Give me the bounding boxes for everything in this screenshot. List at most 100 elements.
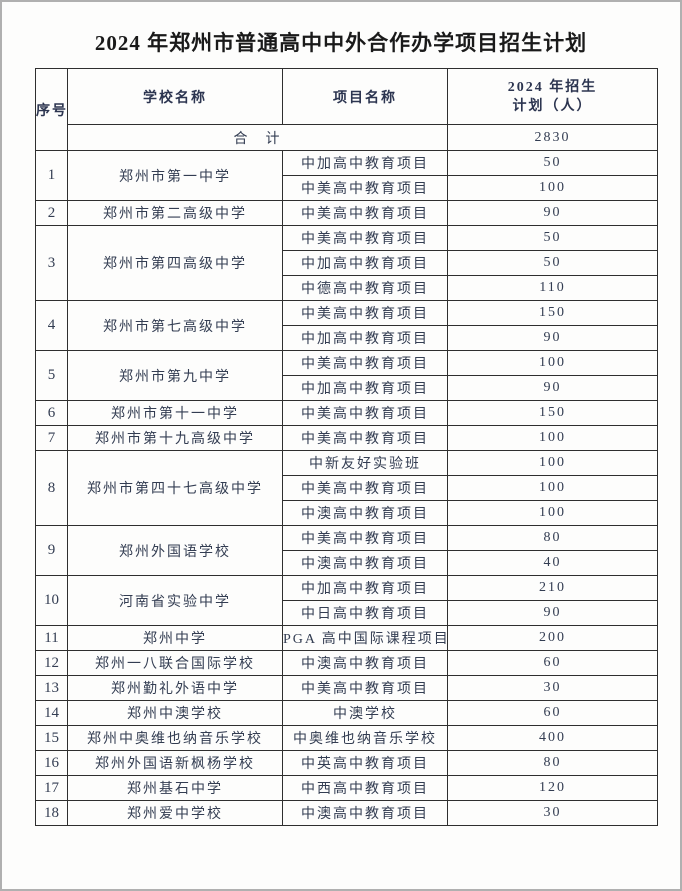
table-header-row: 序号 学校名称 项目名称 2024 年招生 计划（人） — [35, 68, 658, 151]
cell-plan: 40 — [447, 550, 658, 576]
table-row: 中澳高中教育项目 100 — [36, 500, 658, 526]
cell-plan: 110 — [447, 275, 658, 301]
table-row: 12 郑州一八联合国际学校 中澳高中教育项目 60 — [35, 650, 658, 676]
cell-project: 中澳学校 — [282, 700, 448, 726]
cell-project: 中美高中教育项目 — [282, 175, 448, 201]
cell-project: 中加高中教育项目 — [282, 325, 448, 351]
cell-project: 中日高中教育项目 — [282, 600, 448, 626]
cell-index: 14 — [35, 700, 68, 726]
cell-school: 郑州中奥维也纳音乐学校 — [67, 725, 283, 751]
cell-index: 11 — [35, 625, 68, 651]
cell-project: PGA 高中国际课程项目 — [282, 625, 448, 651]
cell-project: 中新友好实验班 — [282, 450, 448, 476]
cell-project: 中澳高中教育项目 — [282, 800, 448, 826]
total-value: 2830 — [447, 124, 658, 151]
cell-index: 16 — [35, 750, 68, 776]
cell-project: 中西高中教育项目 — [282, 775, 448, 801]
table-row: 5 郑州市第九中学 中美高中教育项目 100 — [35, 350, 658, 401]
cell-index: 18 — [35, 800, 68, 826]
cell-index: 8 — [35, 450, 68, 526]
cell-plan: 50 — [447, 150, 658, 176]
table-row: 16 郑州外国语新枫杨学校 中英高中教育项目 80 — [35, 750, 658, 776]
cell-project: 中美高中教育项目 — [282, 400, 448, 426]
cell-school: 郑州外国语学校 — [67, 525, 283, 576]
table-row: 中澳高中教育项目 40 — [36, 550, 658, 576]
cell-index: 4 — [35, 300, 68, 351]
cell-plan: 90 — [447, 325, 658, 351]
cell-index: 1 — [35, 150, 68, 201]
cell-project: 中加高中教育项目 — [282, 250, 448, 276]
cell-project: 中美高中教育项目 — [282, 475, 448, 501]
cell-index: 6 — [35, 400, 68, 426]
header-plan-line1: 2024 年招生 — [507, 79, 598, 95]
table-row: 9 郑州外国语学校 中美高中教育项目 80 — [35, 525, 658, 576]
cell-index: 9 — [35, 525, 68, 576]
cell-plan: 100 — [447, 425, 658, 451]
cell-project: 中加高中教育项目 — [282, 150, 448, 176]
header-plan: 2024 年招生 计划（人） — [447, 68, 658, 125]
cell-project: 中美高中教育项目 — [282, 350, 448, 376]
table-row: 中德高中教育项目 110 — [36, 275, 658, 301]
table-row: 4 郑州市第七高级中学 中美高中教育项目 150 — [35, 300, 658, 351]
cell-school: 郑州市第四十七高级中学 — [67, 450, 283, 526]
cell-school: 郑州外国语新枫杨学校 — [67, 750, 283, 776]
cell-plan: 150 — [447, 400, 658, 426]
table-row: 10 河南省实验中学 中加高中教育项目 210 — [35, 575, 658, 626]
cell-project: 中加高中教育项目 — [282, 575, 448, 601]
cell-plan: 400 — [447, 725, 658, 751]
cell-index: 5 — [35, 350, 68, 401]
cell-school: 郑州市第一中学 — [67, 150, 283, 201]
cell-project: 中澳高中教育项目 — [282, 500, 448, 526]
table-row: 17 郑州基石中学 中西高中教育项目 120 — [35, 775, 658, 801]
table-row: 8 郑州市第四十七高级中学 中新友好实验班 100 — [35, 450, 658, 526]
cell-plan: 100 — [447, 175, 658, 201]
cell-project: 中美高中教育项目 — [282, 675, 448, 701]
cell-plan: 120 — [447, 775, 658, 801]
table-row: 中美高中教育项目 100 — [36, 175, 658, 201]
cell-project: 中澳高中教育项目 — [282, 650, 448, 676]
cell-project: 中澳高中教育项目 — [282, 550, 448, 576]
cell-plan: 100 — [447, 350, 658, 376]
cell-index: 2 — [35, 200, 68, 226]
cell-school: 郑州市第四高级中学 — [67, 225, 283, 301]
cell-plan: 100 — [447, 475, 658, 501]
cell-plan: 80 — [447, 750, 658, 776]
cell-project: 中奥维也纳音乐学校 — [282, 725, 448, 751]
cell-project: 中美高中教育项目 — [282, 525, 448, 551]
cell-plan: 50 — [447, 225, 658, 251]
table-row: 11 郑州中学 PGA 高中国际课程项目 200 — [35, 625, 658, 651]
cell-plan: 30 — [447, 675, 658, 701]
cell-index: 15 — [35, 725, 68, 751]
cell-project: 中美高中教育项目 — [282, 200, 448, 226]
cell-project: 中加高中教育项目 — [282, 375, 448, 401]
table-row: 1 郑州市第一中学 中加高中教育项目 50 — [35, 150, 658, 201]
header-index: 序号 — [35, 68, 68, 151]
cell-plan: 100 — [447, 500, 658, 526]
cell-plan: 60 — [447, 700, 658, 726]
table-row: 中加高中教育项目 90 — [36, 375, 658, 401]
cell-plan: 200 — [447, 625, 658, 651]
cell-project: 中美高中教育项目 — [282, 425, 448, 451]
cell-plan: 210 — [447, 575, 658, 601]
cell-plan: 150 — [447, 300, 658, 326]
table-row: 7 郑州市第十九高级中学 中美高中教育项目 100 — [35, 425, 658, 451]
cell-index: 7 — [35, 425, 68, 451]
cell-project: 中英高中教育项目 — [282, 750, 448, 776]
cell-plan: 100 — [447, 450, 658, 476]
cell-school: 郑州市第十九高级中学 — [67, 425, 283, 451]
cell-index: 12 — [35, 650, 68, 676]
cell-school: 郑州市第十一中学 — [67, 400, 283, 426]
table-row: 2 郑州市第二高级中学 中美高中教育项目 90 — [35, 200, 658, 226]
cell-school: 郑州市第九中学 — [67, 350, 283, 401]
table-row: 中加高中教育项目 90 — [36, 325, 658, 351]
header-project: 项目名称 — [282, 68, 448, 125]
table-row: 14 郑州中澳学校 中澳学校 60 — [35, 700, 658, 726]
cell-school: 郑州中学 — [67, 625, 283, 651]
header-plan-line2: 计划（人） — [512, 98, 593, 114]
cell-school: 郑州勤礼外语中学 — [67, 675, 283, 701]
cell-school: 郑州中澳学校 — [67, 700, 283, 726]
cell-plan: 60 — [447, 650, 658, 676]
cell-school: 河南省实验中学 — [67, 575, 283, 626]
header-school: 学校名称 — [67, 68, 283, 125]
